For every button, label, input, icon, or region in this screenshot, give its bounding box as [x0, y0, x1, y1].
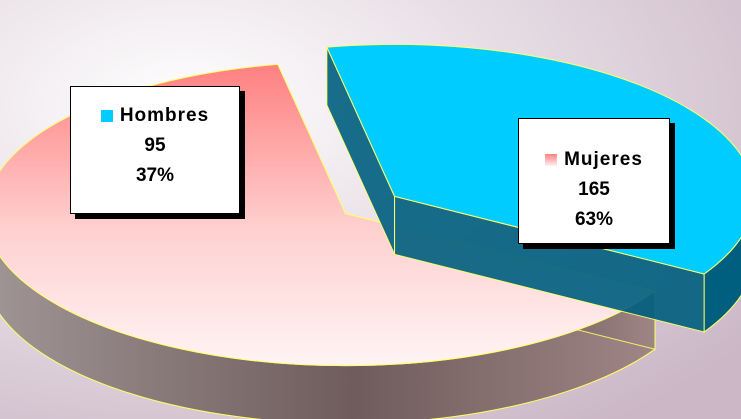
- data-label-hombres: Hombres 95 37%: [70, 86, 240, 214]
- slice-percent-hombres: 37%: [135, 165, 175, 186]
- slice-label-hombres: Hombres: [119, 105, 210, 126]
- data-label-mujeres: Mujeres 165 63%: [518, 118, 670, 244]
- slice-value-hombres: 95: [144, 135, 166, 156]
- legend-swatch-mujeres: [545, 154, 558, 166]
- slice-percent-mujeres: 63%: [574, 209, 614, 230]
- legend-swatch-hombres: [100, 110, 113, 122]
- slice-label-mujeres: Mujeres: [564, 149, 643, 170]
- slice-value-mujeres: 165: [578, 179, 610, 200]
